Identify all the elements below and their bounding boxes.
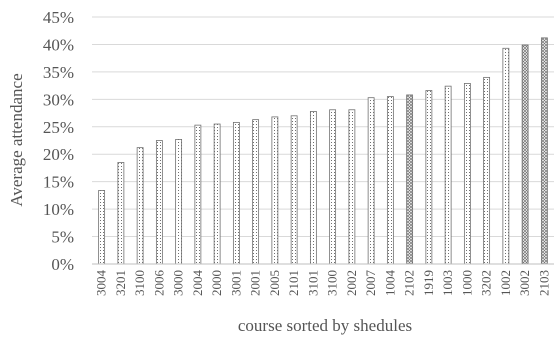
x-tick-label: 3000 (171, 270, 186, 296)
x-tick-label: 1002 (498, 270, 513, 296)
y-tick-label: 25% (43, 118, 74, 137)
y-tick-label: 15% (43, 173, 74, 192)
x-axis-title: course sorted by shedules (238, 316, 412, 335)
bar (290, 115, 298, 265)
x-tick-label: 2102 (402, 270, 417, 296)
bar (444, 85, 452, 265)
x-tick-label: 2002 (344, 270, 359, 296)
bar (367, 97, 375, 265)
bar (117, 162, 125, 265)
bar (540, 37, 548, 265)
bar (194, 124, 202, 265)
x-tick-label: 3100 (132, 270, 147, 296)
x-tick-label: 2001 (248, 270, 263, 296)
x-tick-label: 2101 (286, 270, 301, 296)
x-tick-label: 3101 (305, 270, 320, 296)
bar (406, 94, 414, 265)
bar (271, 116, 279, 265)
bar (425, 90, 433, 265)
x-tick-label: 2005 (267, 270, 282, 296)
x-tick-label: 2103 (536, 270, 551, 296)
x-tick-label: 1004 (382, 270, 397, 297)
bar (348, 109, 356, 265)
bar (232, 121, 240, 265)
x-tick-label: 1000 (459, 270, 474, 296)
bar (136, 147, 144, 265)
y-tick-label: 20% (43, 145, 74, 164)
bar (155, 140, 163, 265)
bar (463, 83, 471, 265)
bar (98, 190, 106, 265)
bar (309, 111, 317, 265)
y-axis-title: Average attendance (7, 73, 26, 206)
x-axis-ticks: 3004 3201 3100 2006 3000 2004 2000 3001 2001 2005… (94, 270, 552, 297)
y-tick-label: 40% (43, 35, 74, 54)
y-tick-label: 0% (51, 255, 74, 274)
bar (386, 96, 394, 265)
bar (483, 76, 491, 265)
y-tick-label: 45% (43, 8, 74, 27)
x-tick-label: 3100 (325, 270, 340, 296)
y-tick-label: 5% (51, 228, 74, 247)
y-tick-label: 30% (43, 90, 74, 109)
y-tick-label: 10% (43, 200, 74, 219)
x-tick-label: 2007 (363, 270, 378, 297)
y-axis-ticks: 0% 5% 10% 15% 20% 25% 30% 35% 40% 45% (43, 8, 74, 274)
x-tick-label: 2006 (151, 270, 166, 297)
x-tick-label: 2000 (209, 270, 224, 296)
x-tick-label: 3004 (94, 270, 109, 297)
bar (521, 44, 529, 265)
bar (252, 119, 260, 265)
x-tick-label: 3002 (517, 270, 532, 296)
x-tick-label: 2004 (190, 270, 205, 297)
bar (213, 123, 221, 265)
x-tick-label: 3001 (228, 270, 243, 296)
bar (329, 109, 337, 265)
x-tick-label: 3202 (479, 270, 494, 296)
gridlines (92, 16, 554, 238)
y-tick-label: 35% (43, 63, 74, 82)
bar (175, 139, 183, 265)
x-tick-label: 1919 (421, 270, 436, 296)
x-tick-label: 1003 (440, 270, 455, 296)
bar (502, 47, 510, 265)
x-tick-label: 3201 (113, 270, 128, 296)
